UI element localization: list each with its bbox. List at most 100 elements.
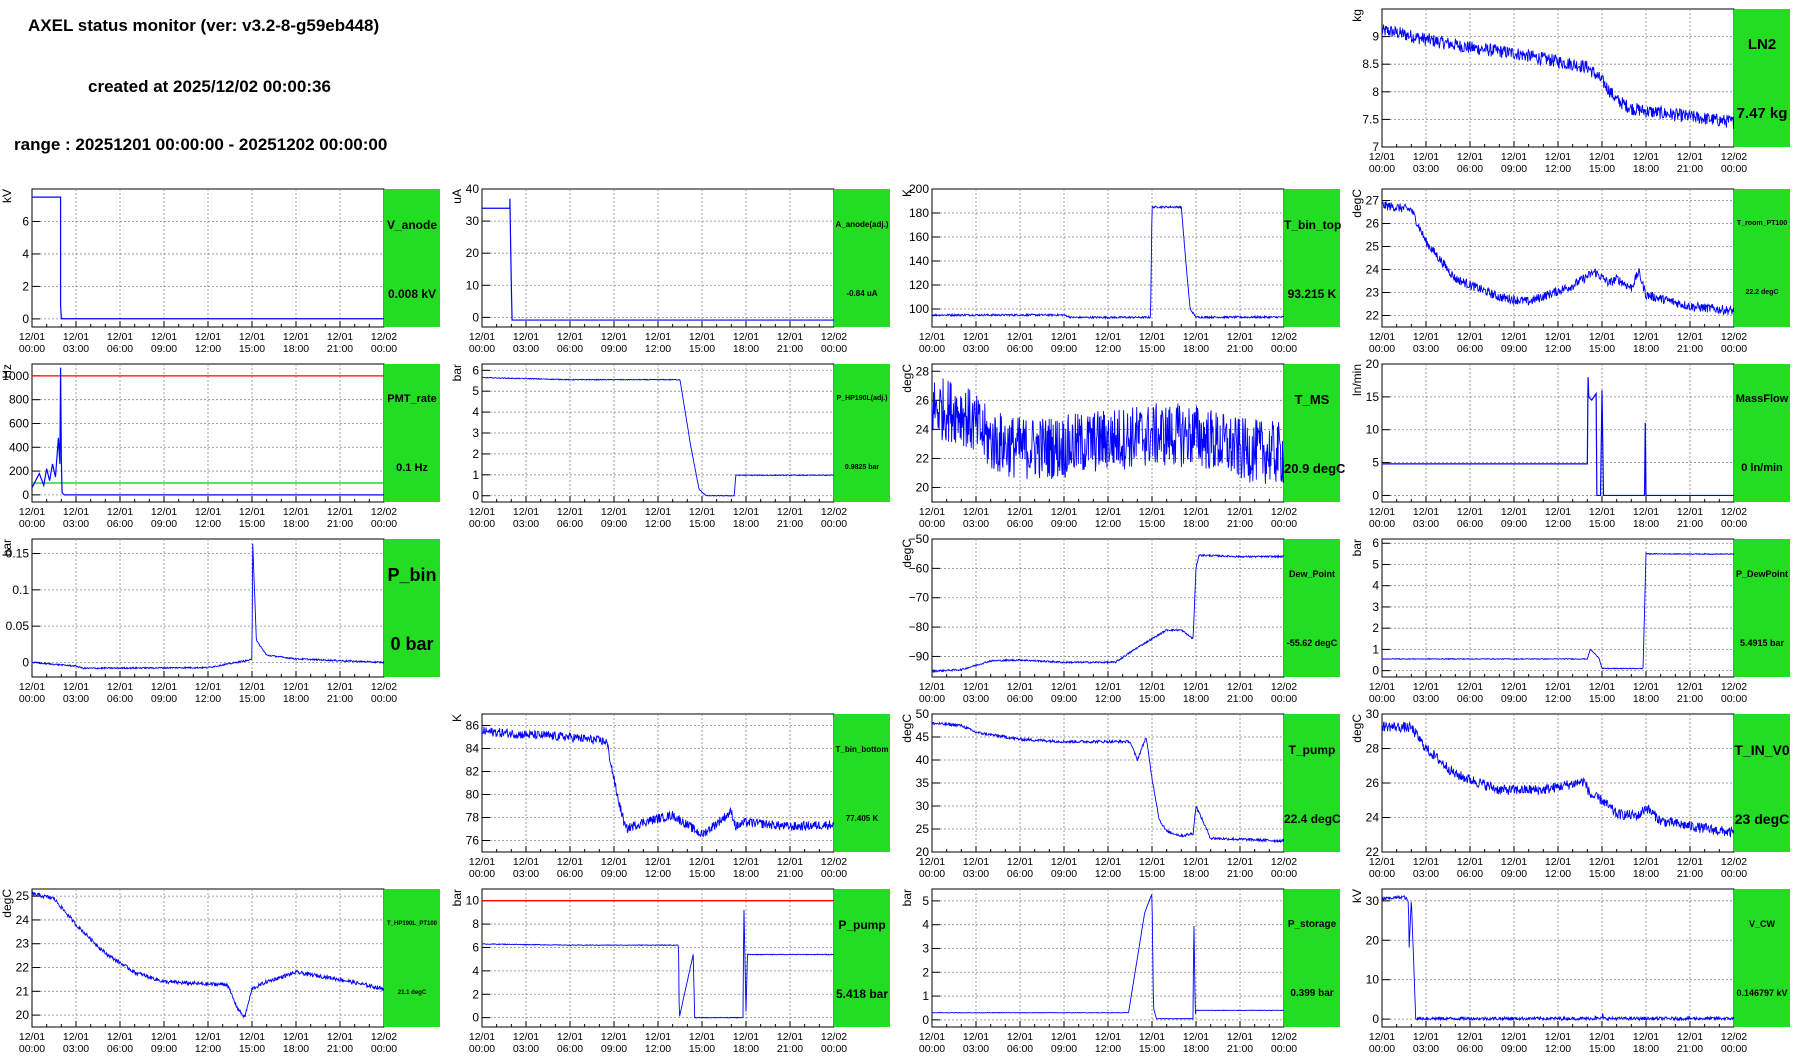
x-tick-label-time: 15:00 <box>1589 163 1615 175</box>
series-line-t-in-v0 <box>1382 720 1734 838</box>
x-tick-label-time: 00:00 <box>919 343 945 355</box>
x-tick-label-date: 12/01 <box>1139 681 1165 693</box>
x-tick-label-time: 00:00 <box>1369 343 1395 355</box>
series-line-v-anode <box>32 196 384 320</box>
x-tick-label-date: 12/01 <box>107 506 133 518</box>
chart-t-bin-bottom: 12/0100:0012/0103:0012/0106:0012/0109:00… <box>450 713 847 880</box>
y-tick-label: 2 <box>1372 621 1379 635</box>
y-tick-label: 4 <box>472 964 479 978</box>
y-tick-label: 0 <box>1372 664 1379 678</box>
series-line-t-bin-top <box>932 204 1284 320</box>
y-tick-label: 4 <box>1372 579 1379 593</box>
x-tick-label-date: 12/01 <box>1413 681 1439 693</box>
y-tick-label: 15 <box>1366 390 1380 404</box>
x-tick-label-time: 15:00 <box>689 343 715 355</box>
x-tick-label-date: 12/01 <box>1183 506 1209 518</box>
x-tick-label-date: 12/01 <box>1501 856 1527 868</box>
x-tick-label-time: 18:00 <box>283 343 309 355</box>
x-tick-label-time: 03:00 <box>963 693 989 705</box>
x-tick-label-time: 00:00 <box>821 1043 847 1055</box>
x-tick-label-time: 06:00 <box>1007 343 1033 355</box>
x-tick-label-date: 12/01 <box>283 331 309 343</box>
series-name: T_IN_V0 <box>1734 741 1790 758</box>
x-tick-label-date: 12/01 <box>777 856 803 868</box>
x-tick-label-date: 12/01 <box>469 331 495 343</box>
panel-t-room: 12/01 00:00 12/01 03:00 12/01 06:00 12/01 09:00… <box>1350 180 1790 358</box>
x-tick-label-date: 12/01 <box>1139 856 1165 868</box>
x-tick-label-date: 12/02 <box>1271 506 1297 518</box>
x-tick-label-time: 09:00 <box>151 518 177 530</box>
x-tick-label-time: 12:00 <box>1545 693 1571 705</box>
x-tick-label-time: 09:00 <box>1501 518 1527 530</box>
y-tick-label: 20 <box>466 246 480 260</box>
y-tick-label: 180 <box>909 206 929 220</box>
current-value: 0 bar <box>390 633 434 654</box>
x-tick-label-date: 12/01 <box>1457 1031 1483 1043</box>
x-tick-label-time: 00:00 <box>1721 163 1747 175</box>
x-tick-label-time: 06:00 <box>557 1043 583 1055</box>
x-tick-label-time: 15:00 <box>1589 693 1615 705</box>
x-tick-label-time: 18:00 <box>733 518 759 530</box>
x-tick-label-time: 03:00 <box>1413 1043 1439 1055</box>
x-tick-label-date: 12/01 <box>1095 331 1121 343</box>
x-tick-label-date: 12/01 <box>19 681 45 693</box>
x-tick-label-time: 15:00 <box>1139 1043 1165 1055</box>
x-tick-label-time: 03:00 <box>1413 163 1439 175</box>
current-value: 77.405 K <box>845 813 879 823</box>
x-tick-label-date: 12/01 <box>1545 856 1571 868</box>
status-box-p-dewpoint: P_DewPoint 5.4915 bar <box>1734 539 1790 677</box>
y-tick-label: 6 <box>1372 536 1379 550</box>
y-tick-label: 20 <box>1366 933 1380 947</box>
series-name: Dew_Point <box>1288 569 1335 579</box>
y-tick-label: 35 <box>916 776 930 790</box>
x-tick-label-date: 12/01 <box>1633 856 1659 868</box>
x-tick-label-time: 15:00 <box>239 693 265 705</box>
panel-p-storage: 12/01 00:00 12/01 03:00 12/01 06:00 12/01 09:00… <box>900 880 1340 1058</box>
x-tick-label-time: 21:00 <box>777 1043 803 1055</box>
x-tick-label-date: 12/01 <box>1369 856 1395 868</box>
y-tick-label: −90 <box>909 649 930 663</box>
x-tick-label-time: 09:00 <box>1501 693 1527 705</box>
x-tick-label-date: 12/01 <box>1501 506 1527 518</box>
series-name: A_anode(adj.) <box>835 219 889 229</box>
x-tick-label-date: 12/01 <box>1633 331 1659 343</box>
x-tick-label-date: 12/01 <box>601 331 627 343</box>
status-box-t-bin-bottom: T_bin_bottom 77.405 K <box>834 714 890 852</box>
current-value: 93.215 K <box>1287 286 1337 301</box>
y-axis-label: ln/min <box>1350 364 1364 396</box>
series-name: T_room_PT100 <box>1736 220 1788 227</box>
y-tick-label: 20 <box>1366 357 1380 371</box>
x-tick-label-date: 12/01 <box>1501 151 1527 163</box>
series-name: P_HP190L(adj.) <box>836 395 888 402</box>
current-value: 21.1 degC <box>397 989 427 996</box>
x-tick-label-date: 12/01 <box>239 331 265 343</box>
x-tick-label-date: 12/01 <box>1139 506 1165 518</box>
series-line-ln2 <box>1382 24 1734 130</box>
x-tick-label-date: 12/01 <box>1051 506 1077 518</box>
panel-a-anode: 12/01 00:00 12/01 03:00 12/01 06:00 12/01 09:00… <box>450 180 890 358</box>
x-tick-label-date: 12/01 <box>645 856 671 868</box>
x-tick-label-time: 18:00 <box>1183 343 1209 355</box>
series-line-t-bin-bottom <box>482 726 834 838</box>
x-tick-label-date: 12/01 <box>1007 856 1033 868</box>
y-tick-label: 100 <box>909 302 929 316</box>
x-tick-label-date: 12/01 <box>327 681 353 693</box>
chart-t-ms: 12/0100:0012/0103:0012/0106:0012/0109:00… <box>900 363 1297 530</box>
x-tick-label-time: 12:00 <box>1095 343 1121 355</box>
x-tick-label-time: 18:00 <box>1183 1043 1209 1055</box>
x-tick-label-date: 12/01 <box>689 331 715 343</box>
y-axis-label: bar <box>1350 539 1364 556</box>
x-tick-label-time: 12:00 <box>1095 693 1121 705</box>
x-tick-label-time: 00:00 <box>1271 693 1297 705</box>
x-tick-label-time: 03:00 <box>63 518 89 530</box>
current-value: 22.4 degC <box>1284 811 1341 826</box>
x-tick-label-time: 06:00 <box>1007 868 1033 880</box>
x-tick-label-time: 18:00 <box>733 868 759 880</box>
y-tick-label: 4 <box>922 918 929 932</box>
y-tick-label: 3 <box>1372 600 1379 614</box>
y-tick-label: 6 <box>22 214 29 228</box>
y-tick-label: 5 <box>922 894 929 908</box>
x-tick-label-date: 12/01 <box>469 856 495 868</box>
chart-dew-point: 12/0100:0012/0103:0012/0106:0012/0109:00… <box>900 532 1297 705</box>
x-tick-label-date: 12/01 <box>1051 856 1077 868</box>
